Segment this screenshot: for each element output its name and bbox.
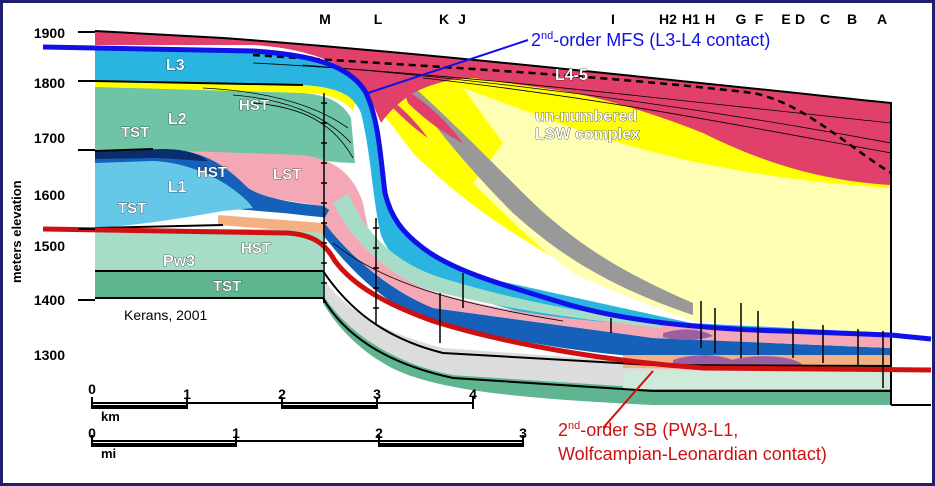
- sb-annotation-line2: Wolfcampian-Leonardian contact): [558, 444, 827, 464]
- slope-teal-band: [333, 193, 663, 328]
- well-labels: M L K J I H2 H1 H G F E D C B A: [319, 11, 887, 27]
- pink-finger-2: [403, 88, 463, 143]
- y-tick-1900: 1900: [34, 25, 65, 41]
- y-axis-label: meters elevation: [9, 180, 24, 283]
- km-unit: km: [101, 409, 120, 424]
- km-tick-1: 1: [183, 386, 191, 402]
- unit-label-l4-5: L4-5: [555, 67, 588, 84]
- unit-label-l3: L3: [166, 57, 185, 74]
- tract-label-tst-pw3: TST: [213, 278, 241, 295]
- tract-label-lst-l1: LST: [273, 166, 301, 183]
- km-tick-2: 2: [278, 386, 286, 402]
- mfs-annotation: 2nd-order MFS (L3-L4 contact): [531, 30, 770, 50]
- y-tick-1500: 1500: [34, 238, 65, 254]
- lsw-label-line2: LSW complex: [535, 126, 640, 143]
- l4-5-dashed-line: [252, 53, 892, 175]
- well-label-b: B: [847, 11, 857, 27]
- unit-label-pw3: Pw3: [163, 253, 195, 270]
- tract-label-tst-l2: TST: [121, 124, 149, 141]
- basin-lower-pale: [623, 371, 891, 389]
- l1-upper-hst: [95, 149, 208, 161]
- well-label-c: C: [820, 11, 830, 27]
- well-label-d: D: [795, 11, 805, 27]
- well-label-m: M: [319, 11, 331, 27]
- km-tick-4: 4: [469, 386, 477, 402]
- y-tick-1400: 1400: [34, 292, 65, 308]
- l1-tst-body: [95, 161, 253, 228]
- well-label-h2: H2: [659, 11, 677, 27]
- grey-slope-band: [323, 278, 891, 388]
- y-axis-ticks: [78, 31, 95, 301]
- mi-scale-bar: 0 1 2 3 mi: [88, 425, 527, 461]
- well-label-l: L: [374, 11, 383, 27]
- mi-tick-1: 1: [232, 425, 240, 441]
- mi-unit: mi: [101, 446, 116, 461]
- y-tick-1300: 1300: [34, 347, 65, 363]
- km-scale-bar: 0 1 2 3 4 km: [88, 381, 477, 424]
- l3-base-stripe: [95, 81, 355, 111]
- y-tick-1700: 1700: [34, 130, 65, 146]
- lsw-distal-body: [463, 88, 891, 333]
- km-tick-0: 0: [88, 381, 96, 397]
- y-tick-1600: 1600: [34, 187, 65, 203]
- l1-lst-body: [183, 151, 368, 228]
- grey-tongue: [398, 73, 693, 315]
- unit-label-l1: L1: [168, 179, 187, 196]
- well-label-h: H: [705, 11, 715, 27]
- well-logs: [321, 93, 884, 388]
- mi-tick-0: 0: [88, 425, 96, 441]
- well-label-h1: H1: [682, 11, 700, 27]
- shelf-boundaries: [94, 30, 931, 406]
- well-label-a: A: [877, 11, 887, 27]
- pw3-tst-body: [95, 271, 323, 298]
- sb-annotation-line1: 2nd-order SB (PW3-L1,: [558, 420, 738, 440]
- well-label-f: F: [755, 11, 764, 27]
- well-label-e: E: [781, 11, 790, 27]
- mfs-line: [42, 44, 932, 342]
- pw3-hst-body: [95, 229, 323, 271]
- lsw-label-line1: un-numbered: [535, 108, 637, 125]
- y-tick-1800: 1800: [34, 75, 65, 91]
- well-label-j: J: [458, 11, 466, 27]
- unit-labels: L3 L2 L1 Pw3 L4-5 un-numbered LSW comple…: [163, 57, 641, 271]
- km-tick-3: 3: [373, 386, 381, 402]
- tract-label-tst-l1: TST: [118, 200, 146, 217]
- tract-label-hst-pw3: HST: [241, 240, 271, 257]
- tract-label-hst-l2: HST: [239, 97, 269, 114]
- mfs-leader: [367, 39, 529, 94]
- sb-leader: [602, 370, 654, 429]
- pink-finger-1: [378, 91, 428, 138]
- well-label-i: I: [611, 11, 615, 27]
- y-axis-labels: 1900 1800 1700 1600 1500 1400 1300: [34, 25, 65, 363]
- l3-body: [95, 48, 891, 343]
- unit-label-l2: L2: [168, 111, 187, 128]
- cross-section-svg: 1900 1800 1700 1600 1500 1400 1300 meter…: [9, 11, 932, 464]
- well-label-g: G: [736, 11, 747, 27]
- l1-base-stripe: [218, 215, 343, 233]
- mi-tick-3: 3: [519, 425, 527, 441]
- tract-labels: HST TST HST LST TST HST TST: [118, 97, 302, 296]
- tract-label-hst-l1: HST: [197, 164, 227, 181]
- well-label-k: K: [439, 11, 449, 27]
- slope-pink-band: [323, 203, 891, 348]
- l4-5-body: [95, 31, 891, 185]
- slope-blue-band: [323, 221, 891, 361]
- lower-slope-band: [323, 295, 891, 405]
- credit-text: Kerans, 2001: [124, 307, 207, 323]
- mi-tick-2: 2: [375, 425, 383, 441]
